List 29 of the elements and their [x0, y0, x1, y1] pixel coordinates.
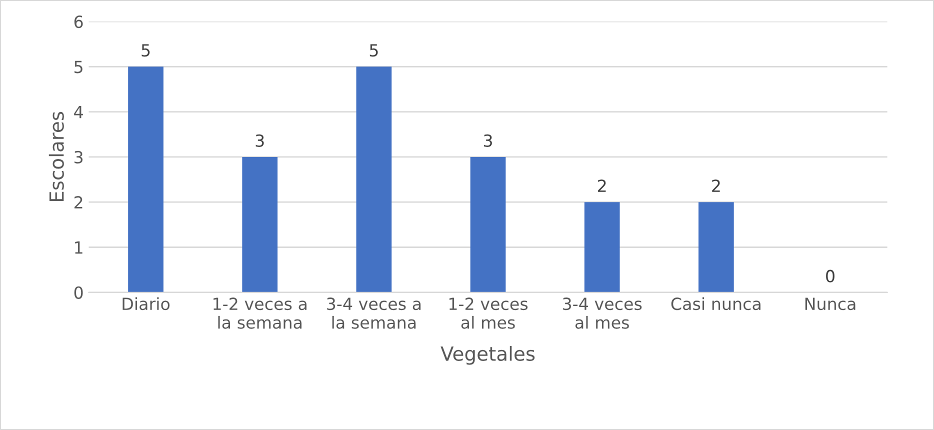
data-label: 3: [484, 134, 492, 147]
bar: [698, 202, 734, 292]
x-tick-label: 3-4 veces al mes: [562, 298, 642, 329]
x-tick-label: 1-2 veces al mes: [449, 298, 528, 329]
x-tick-label: Nunca: [805, 298, 856, 310]
y-tick-label: 2: [74, 196, 82, 208]
y-axis-title: Escolares: [48, 112, 64, 202]
y-tick-label: 3: [74, 150, 83, 164]
bar: [584, 202, 620, 292]
x-tick-label: 1-2 veces a la semana: [214, 298, 306, 329]
data-label: 5: [142, 44, 150, 57]
x-tick-label: Casi nunca: [671, 297, 760, 310]
data-label: 3: [256, 134, 264, 147]
y-tick-label: 4: [74, 106, 83, 118]
bar: [356, 66, 392, 292]
bar: [128, 66, 164, 292]
data-label: 2: [712, 179, 720, 192]
data-label: 5: [370, 44, 378, 57]
y-tick-label: 6: [74, 15, 83, 28]
y-tick-label: 0: [74, 286, 83, 299]
y-tick-label: 5: [74, 60, 82, 74]
x-axis-title: Vegetales: [440, 346, 535, 365]
data-label: 0: [826, 270, 834, 282]
y-tick-label: 1: [75, 241, 82, 254]
bar: [242, 156, 278, 292]
data-label: 2: [598, 179, 606, 192]
bar: [470, 156, 506, 292]
x-tick-label: 3-4 veces a la semana: [327, 298, 421, 329]
x-tick-label: Diario: [122, 297, 170, 310]
